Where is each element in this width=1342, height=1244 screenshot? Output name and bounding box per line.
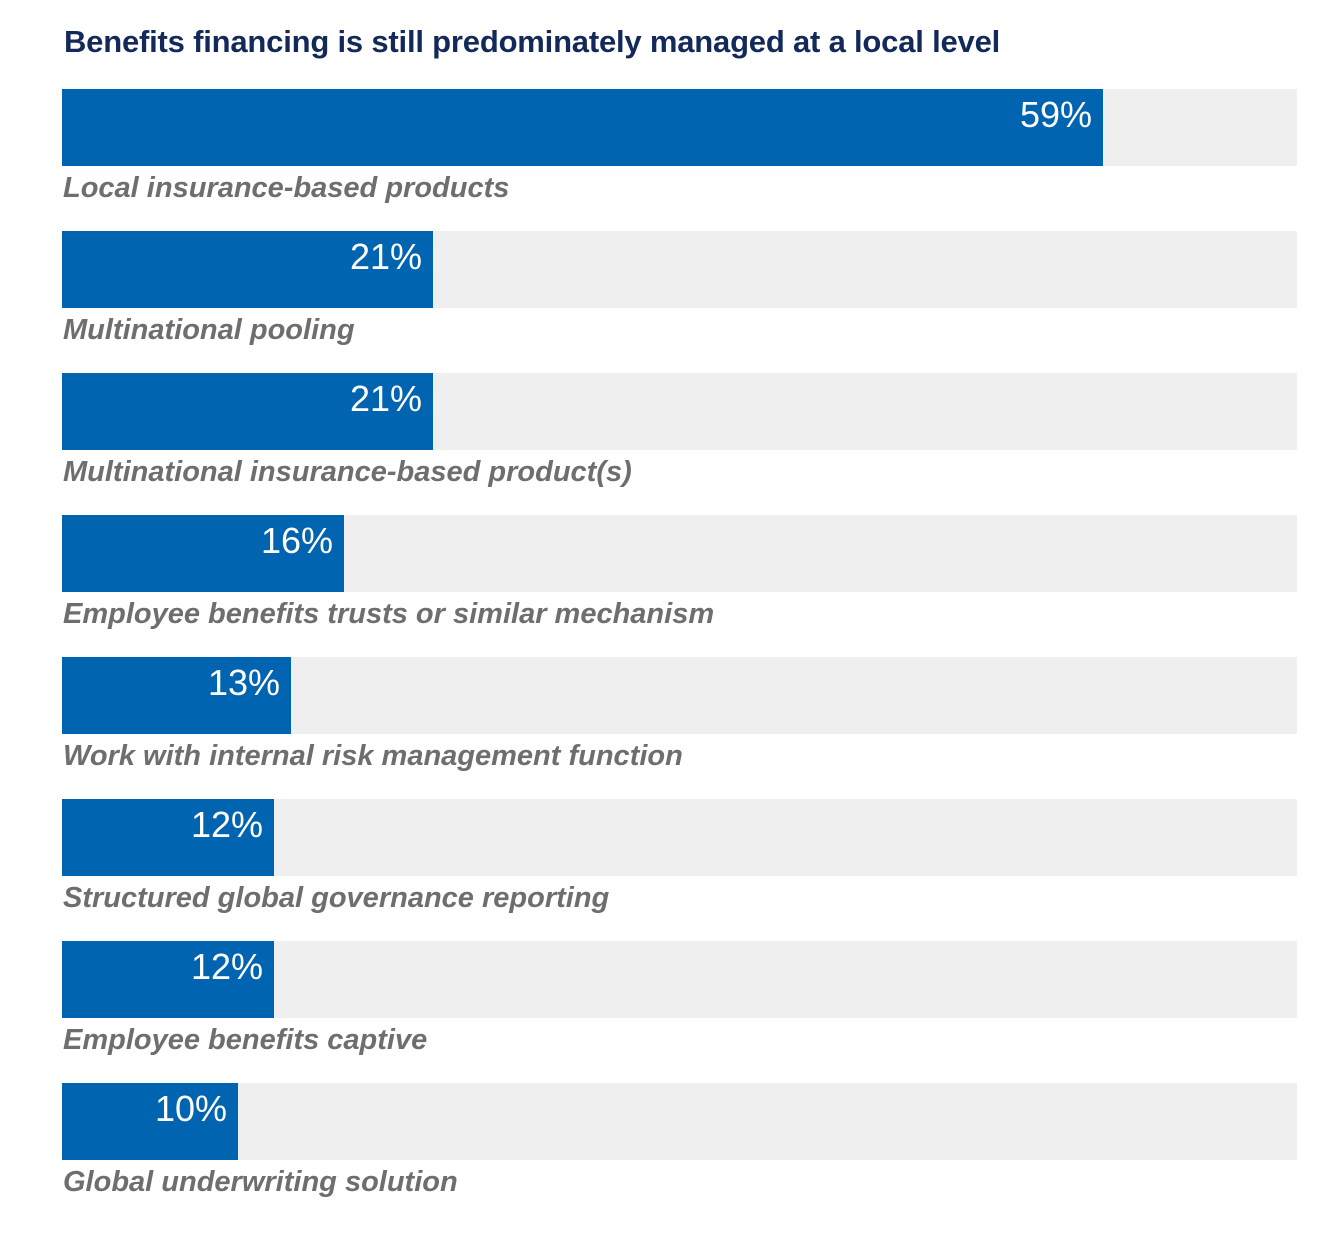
bar-track: 16% xyxy=(62,515,1297,592)
bar-row: 12% Employee benefits captive xyxy=(62,941,1297,1083)
bar: 10% xyxy=(62,1083,238,1160)
bar-value-label: 13% xyxy=(207,662,280,703)
bar-track: 21% xyxy=(62,373,1297,450)
category-label: Employee benefits trusts or similar mech… xyxy=(63,598,715,630)
bar: 13% xyxy=(62,657,291,734)
category-label: Global underwriting solution xyxy=(63,1166,458,1198)
bar-value-label: 16% xyxy=(260,520,333,561)
bar-row: 12% Structured global governance reportin… xyxy=(62,799,1297,941)
bar-value-label: 59% xyxy=(1019,94,1092,135)
bar-row: 21% Multinational insurance-based product… xyxy=(62,373,1297,515)
category-label: Multinational insurance-based product(s) xyxy=(63,456,632,488)
bar-row: 59% Local insurance-based products xyxy=(62,89,1297,231)
bar-value-label: 12% xyxy=(190,804,263,845)
bar-track: 10% xyxy=(62,1083,1297,1160)
bar-row: 16% Employee benefits trusts or similar m… xyxy=(62,515,1297,657)
bar: 21% xyxy=(62,373,433,450)
category-label: Structured global governance reporting xyxy=(63,882,610,914)
category-label: Multinational pooling xyxy=(63,314,355,346)
bar: 12% xyxy=(62,941,274,1018)
bar: 59% xyxy=(62,89,1103,166)
bar-track: 13% xyxy=(62,657,1297,734)
bar: 21% xyxy=(62,231,433,308)
bar: 12% xyxy=(62,799,274,876)
bar-value-label: 10% xyxy=(154,1088,227,1129)
bar-track: 12% xyxy=(62,799,1297,876)
bar: 16% xyxy=(62,515,344,592)
bar-row: 21% Multinational pooling xyxy=(62,231,1297,373)
category-label: Work with internal risk management funct… xyxy=(63,740,683,772)
category-label: Employee benefits captive xyxy=(63,1024,428,1056)
bar-track: 21% xyxy=(62,231,1297,308)
bar-row: 10% Global underwriting solution xyxy=(62,1083,1297,1225)
bar-row: 13% Work with internal risk management fu… xyxy=(62,657,1297,799)
bar-chart: 59% Local insurance-based products 21% Mult… xyxy=(62,89,1297,1225)
bar-value-label: 21% xyxy=(349,378,422,419)
bar-value-label: 21% xyxy=(349,236,422,277)
bar-value-label: 12% xyxy=(190,946,263,987)
bar-track: 59% xyxy=(62,89,1297,166)
category-label: Local insurance-based products xyxy=(63,172,510,204)
chart-title: Benefits financing is still predominatel… xyxy=(64,24,1001,59)
bar-track: 12% xyxy=(62,941,1297,1018)
